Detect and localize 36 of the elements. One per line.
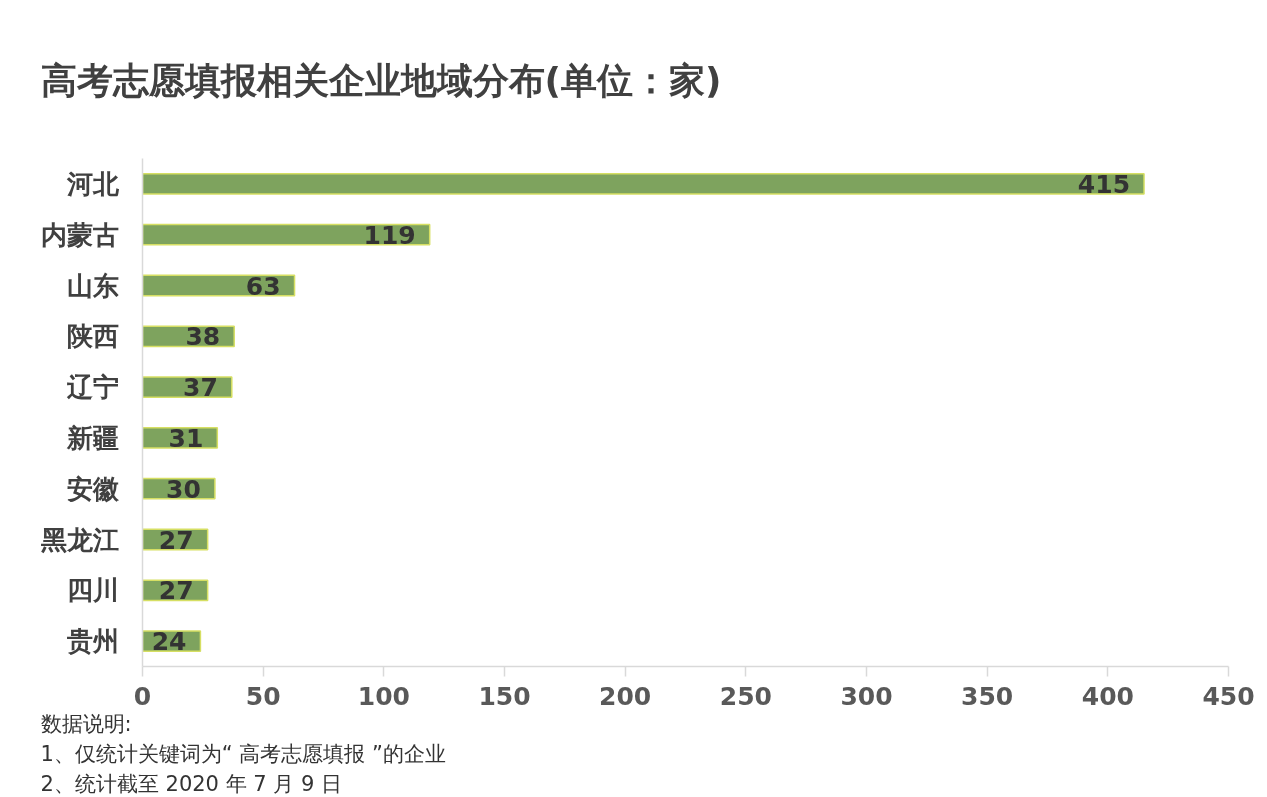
- y-tick-label: 贵州: [65, 626, 119, 657]
- data-label: 30: [166, 474, 201, 504]
- text: 数据说明:: [40, 711, 132, 736]
- x-tick-label: 300: [840, 681, 893, 711]
- text: 2、统计截至 2020 年 7 月 9 日: [40, 771, 343, 796]
- x-tick-label: 250: [719, 681, 772, 711]
- data-label: 24: [151, 627, 187, 657]
- bar: [142, 223, 431, 246]
- text: 1、仅统计关键词为“ 高考志愿填报 ”的企业: [40, 741, 446, 766]
- bar: [142, 172, 1145, 195]
- y-tick-label: 新疆: [65, 422, 119, 453]
- x-tick-label: 450: [1202, 681, 1255, 711]
- x-tick-label: 150: [478, 681, 531, 711]
- x-tick-label: 0: [133, 681, 152, 711]
- data-label: 37: [183, 373, 218, 403]
- data-label: 27: [158, 525, 194, 555]
- y-tick-label: 安徽: [66, 473, 120, 504]
- data-label: 31: [168, 423, 204, 453]
- x-tick-label: 350: [961, 681, 1014, 711]
- data-label: 27: [158, 576, 194, 606]
- y-tick-label: 河北: [65, 168, 120, 199]
- x-tick-label: 100: [357, 681, 410, 711]
- data-label: 63: [245, 271, 281, 301]
- y-tick-label: 内蒙古: [40, 219, 119, 250]
- y-tick-label: 黑龙江: [39, 524, 119, 555]
- x-tick-label: 50: [245, 681, 281, 711]
- y-tick-label: 陕西: [66, 321, 119, 352]
- x-tick-label: 200: [599, 681, 652, 711]
- y-tick-label: 四川: [66, 575, 119, 606]
- data-label: 415: [1077, 169, 1131, 199]
- y-tick-label: 山东: [66, 270, 119, 301]
- data-label: 119: [363, 220, 416, 250]
- data-label: 38: [185, 322, 221, 352]
- y-tick-label: 辽宁: [65, 372, 119, 403]
- x-tick-label: 400: [1081, 681, 1134, 711]
- chart-title: 高考志愿填报相关企业地域分布(单位：家): [40, 60, 722, 101]
